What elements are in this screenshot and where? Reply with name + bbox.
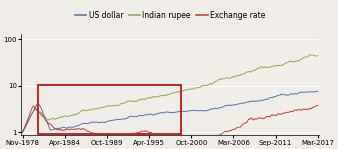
Legend: US dollar, Indian rupee, Exchange rate: US dollar, Indian rupee, Exchange rate bbox=[72, 7, 268, 23]
Bar bbox=[38, 85, 181, 134]
